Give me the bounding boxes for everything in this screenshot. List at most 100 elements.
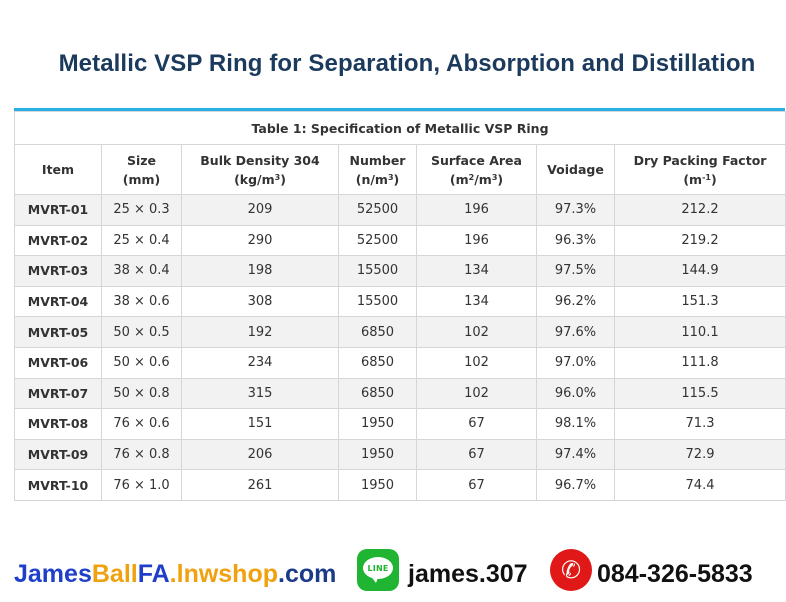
cell-item: MVRT-09 bbox=[14, 438, 102, 471]
cell-size: 38 × 0.6 bbox=[101, 285, 182, 318]
cell-item: MVRT-04 bbox=[14, 285, 102, 318]
header-item: Item bbox=[14, 144, 102, 195]
table-row: MVRT-04 38 × 0.6 308 15500 134 96.2% 151.3 bbox=[14, 285, 786, 318]
table-caption: Table 1: Specification of Metallic VSP R… bbox=[13, 111, 786, 145]
header-dry-packing-factor: Dry Packing Factor (m-1) bbox=[613, 144, 786, 195]
cell-voidage: 97.4% bbox=[536, 438, 615, 471]
cell-surface-area: 102 bbox=[416, 346, 537, 379]
cell-size: 25 × 0.3 bbox=[101, 194, 182, 226]
table-row: MVRT-10 76 × 1.0 261 1950 67 96.7% 74.4 bbox=[14, 469, 786, 501]
shop-name-part: .lnwshop bbox=[169, 560, 278, 588]
spec-table-container: Table 1: Specification of Metallic VSP R… bbox=[13, 108, 786, 501]
cell-voidage: 97.6% bbox=[536, 316, 615, 348]
table-row: MVRT-09 76 × 0.8 206 1950 67 97.4% 72.9 bbox=[14, 438, 786, 471]
cell-voidage: 96.0% bbox=[536, 377, 615, 410]
cell-voidage: 97.3% bbox=[536, 194, 615, 226]
cell-surface-area: 67 bbox=[416, 408, 537, 440]
cell-size: 76 × 0.8 bbox=[101, 438, 182, 471]
table-row: MVRT-01 25 × 0.3 209 52500 196 97.3% 212.2 bbox=[14, 194, 786, 226]
cell-bulk-density: 261 bbox=[181, 469, 339, 501]
cell-number: 52500 bbox=[338, 194, 417, 226]
header-size: Size (mm) bbox=[101, 144, 182, 195]
cell-voidage: 98.1% bbox=[536, 408, 615, 440]
cell-size: 76 × 1.0 bbox=[101, 469, 182, 501]
cell-dry-packing-factor: 71.3 bbox=[613, 408, 786, 440]
table-body: MVRT-01 25 × 0.3 209 52500 196 97.3% 212.2 MVRT… bbox=[14, 194, 786, 501]
cell-number: 6850 bbox=[338, 346, 417, 379]
cell-surface-area: 196 bbox=[416, 224, 537, 257]
cell-voidage: 96.2% bbox=[536, 285, 615, 318]
cell-item: MVRT-01 bbox=[14, 194, 102, 226]
spec-table: Table 1: Specification of Metallic VSP R… bbox=[13, 111, 786, 501]
shop-name-part: FA bbox=[137, 560, 170, 588]
header-number: Number (n/m3) bbox=[338, 144, 417, 195]
cell-number: 15500 bbox=[338, 285, 417, 318]
cell-item: MVRT-06 bbox=[14, 346, 102, 379]
cell-item: MVRT-05 bbox=[14, 316, 102, 348]
cell-surface-area: 67 bbox=[416, 469, 537, 501]
cell-dry-packing-factor: 151.3 bbox=[613, 285, 786, 318]
cell-bulk-density: 192 bbox=[181, 316, 339, 348]
cell-size: 50 × 0.5 bbox=[101, 316, 182, 348]
cell-dry-packing-factor: 219.2 bbox=[613, 224, 786, 257]
cell-dry-packing-factor: 115.5 bbox=[613, 377, 786, 410]
cell-number: 1950 bbox=[338, 469, 417, 501]
cell-surface-area: 67 bbox=[416, 438, 537, 471]
phone-icon[interactable]: ✆ bbox=[550, 549, 592, 591]
cell-number: 52500 bbox=[338, 224, 417, 257]
table-row: MVRT-06 50 × 0.6 234 6850 102 97.0% 111.8 bbox=[14, 346, 786, 379]
cell-number: 6850 bbox=[338, 377, 417, 410]
cell-item: MVRT-07 bbox=[14, 377, 102, 410]
cell-surface-area: 196 bbox=[416, 194, 537, 226]
cell-size: 25 × 0.4 bbox=[101, 224, 182, 257]
cell-size: 50 × 0.6 bbox=[101, 346, 182, 379]
header-voidage: Voidage bbox=[536, 144, 615, 195]
cell-bulk-density: 206 bbox=[181, 438, 339, 471]
cell-dry-packing-factor: 110.1 bbox=[613, 316, 786, 348]
cell-dry-packing-factor: 72.9 bbox=[613, 438, 786, 471]
cell-bulk-density: 315 bbox=[181, 377, 339, 410]
cell-dry-packing-factor: 111.8 bbox=[613, 346, 786, 379]
table-row: MVRT-08 76 × 0.6 151 1950 67 98.1% 71.3 bbox=[14, 408, 786, 440]
line-app-icon[interactable]: LINE bbox=[357, 549, 399, 591]
shop-name-part: Ball bbox=[91, 560, 138, 588]
cell-dry-packing-factor: 212.2 bbox=[613, 194, 786, 226]
cell-item: MVRT-03 bbox=[14, 255, 102, 287]
line-id[interactable]: james.307 bbox=[408, 560, 528, 588]
cell-number: 1950 bbox=[338, 438, 417, 471]
page-title: Metallic VSP Ring for Separation, Absorp… bbox=[58, 50, 756, 77]
shop-name-part: James bbox=[14, 560, 92, 588]
cell-number: 6850 bbox=[338, 316, 417, 348]
cell-surface-area: 102 bbox=[416, 316, 537, 348]
shop-name-part: .com bbox=[278, 560, 337, 588]
cell-voidage: 97.0% bbox=[536, 346, 615, 379]
cell-dry-packing-factor: 74.4 bbox=[613, 469, 786, 501]
cell-surface-area: 134 bbox=[416, 255, 537, 287]
cell-size: 50 × 0.8 bbox=[101, 377, 182, 410]
cell-item: MVRT-08 bbox=[14, 408, 102, 440]
cell-number: 1950 bbox=[338, 408, 417, 440]
header-surface-area: Surface Area (m2/m3) bbox=[416, 144, 537, 195]
table-row: MVRT-05 50 × 0.5 192 6850 102 97.6% 110.1 bbox=[14, 316, 786, 348]
cell-bulk-density: 209 bbox=[181, 194, 339, 226]
cell-voidage: 96.7% bbox=[536, 469, 615, 501]
table-row: MVRT-03 38 × 0.4 198 15500 134 97.5% 144.9 bbox=[14, 255, 786, 287]
line-icon-label: LINE bbox=[367, 564, 389, 573]
header-bulk-density: Bulk Density 304 (kg/m3) bbox=[181, 144, 339, 195]
cell-bulk-density: 151 bbox=[181, 408, 339, 440]
contact-footer: JamesBallFA.lnwshop.com LINE james.307 ✆… bbox=[0, 546, 786, 602]
cell-bulk-density: 308 bbox=[181, 285, 339, 318]
cell-bulk-density: 198 bbox=[181, 255, 339, 287]
cell-bulk-density: 234 bbox=[181, 346, 339, 379]
cell-voidage: 96.3% bbox=[536, 224, 615, 257]
cell-bulk-density: 290 bbox=[181, 224, 339, 257]
cell-surface-area: 102 bbox=[416, 377, 537, 410]
cell-number: 15500 bbox=[338, 255, 417, 287]
table-row: MVRT-02 25 × 0.4 290 52500 196 96.3% 219.2 bbox=[14, 224, 786, 257]
cell-surface-area: 134 bbox=[416, 285, 537, 318]
phone-number[interactable]: 084-326-5833 bbox=[597, 560, 753, 588]
cell-size: 76 × 0.6 bbox=[101, 408, 182, 440]
cell-item: MVRT-02 bbox=[14, 224, 102, 257]
table-row: MVRT-07 50 × 0.8 315 6850 102 96.0% 115.5 bbox=[14, 377, 786, 410]
shop-link[interactable]: JamesBallFA.lnwshop.com bbox=[14, 560, 336, 589]
